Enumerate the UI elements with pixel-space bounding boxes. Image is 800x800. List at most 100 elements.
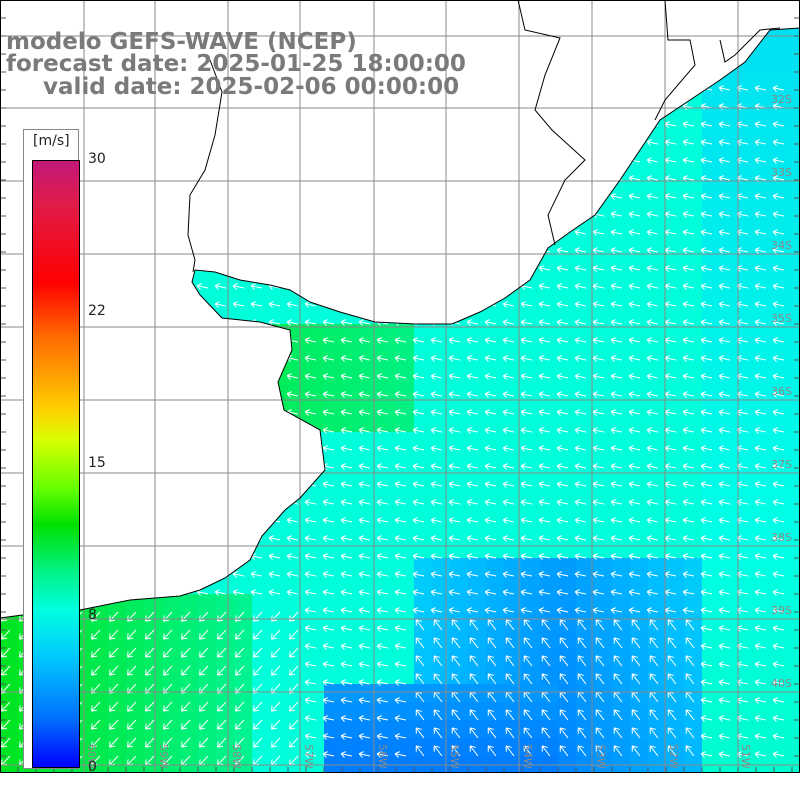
wind-arrow (556, 373, 569, 380)
field-cell (306, 558, 324, 576)
field-cell (360, 648, 378, 666)
wind-arrow (322, 319, 335, 326)
field-cell (756, 558, 774, 576)
field-cell (756, 486, 774, 504)
coastline-segment (517, 0, 586, 246)
field-cell (756, 378, 774, 396)
field-cell (306, 738, 324, 756)
field-cell (144, 612, 162, 630)
field-cell (468, 666, 486, 684)
wind-arrow (322, 643, 335, 650)
wind-arrow (718, 499, 731, 506)
wind-arrow (538, 301, 551, 308)
wind-arrow (772, 643, 785, 650)
wind-arrow (487, 745, 497, 757)
field-cell (702, 648, 720, 666)
field-cell (450, 468, 468, 486)
field-cell (522, 720, 540, 738)
field-cell (324, 342, 342, 360)
wind-arrow (505, 709, 515, 721)
wind-arrow (466, 607, 479, 614)
wind-arrow (559, 655, 569, 667)
field-cell (648, 468, 666, 486)
wind-arrow (574, 499, 587, 506)
field-cell (540, 612, 558, 630)
field-cell (666, 486, 684, 504)
field-cell (774, 72, 792, 90)
field-cell (486, 504, 504, 522)
wind-arrow (556, 301, 569, 308)
wind-arrow (448, 589, 461, 596)
field-cell (684, 432, 702, 450)
field-cell (630, 504, 648, 522)
wind-arrow (592, 373, 605, 380)
wind-arrow (430, 391, 443, 398)
field-cell (774, 180, 792, 198)
wind-arrow (592, 319, 605, 326)
wind-arrow (664, 355, 677, 362)
field-cell (414, 414, 432, 432)
wind-arrow (628, 499, 641, 506)
wind-arrow (505, 637, 515, 649)
wind-arrow (340, 463, 353, 470)
field-cell (666, 558, 684, 576)
field-cell (234, 720, 252, 738)
wind-arrow (109, 701, 119, 712)
field-cell (666, 684, 684, 702)
field-cell (684, 306, 702, 324)
field-cell (630, 414, 648, 432)
wind-arrow (682, 571, 695, 578)
wind-arrow (304, 571, 317, 578)
field-cell (702, 432, 720, 450)
wind-arrow (271, 647, 281, 658)
wind-arrow (664, 427, 677, 434)
field-cell (756, 162, 774, 180)
wind-arrow (772, 571, 785, 578)
wind-arrow (682, 157, 695, 164)
field-cell (450, 522, 468, 540)
field-cell (774, 144, 792, 162)
field-cell (774, 540, 792, 558)
field-cell (234, 612, 252, 630)
field-cell (540, 666, 558, 684)
field-cell (342, 342, 360, 360)
field-cell (414, 450, 432, 468)
field-cell (378, 414, 396, 432)
wind-arrow (541, 637, 551, 649)
field-cell (324, 576, 342, 594)
field-cell (738, 252, 756, 270)
wind-arrow (664, 553, 677, 560)
wind-arrow (772, 427, 785, 434)
wind-arrow (340, 553, 353, 560)
field-cell (504, 684, 522, 702)
wind-arrow (574, 409, 587, 416)
field-cell (396, 540, 414, 558)
field-cell (666, 576, 684, 594)
wind-arrow (505, 673, 515, 685)
field-cell (90, 738, 108, 756)
field-cell (630, 666, 648, 684)
field-cell (306, 666, 324, 684)
wind-arrow (718, 157, 731, 164)
wind-arrow (502, 463, 515, 470)
field-cell (792, 306, 800, 324)
field-cell (522, 612, 540, 630)
wind-arrow (484, 571, 497, 578)
field-cell (252, 630, 270, 648)
wind-arrow (484, 373, 497, 380)
field-cell (738, 72, 756, 90)
wind-arrow (163, 737, 173, 748)
longitude-label: 54W (521, 744, 534, 769)
field-cell (288, 342, 306, 360)
wind-arrow (376, 445, 389, 452)
wind-arrow (358, 661, 371, 668)
wind-arrow (376, 427, 389, 434)
field-cell (324, 432, 342, 450)
wind-arrow (340, 625, 353, 632)
wind-arrow (646, 319, 659, 326)
wind-arrow (217, 611, 227, 622)
field-cell (450, 486, 468, 504)
wind-arrow (91, 701, 101, 712)
field-cell (738, 198, 756, 216)
